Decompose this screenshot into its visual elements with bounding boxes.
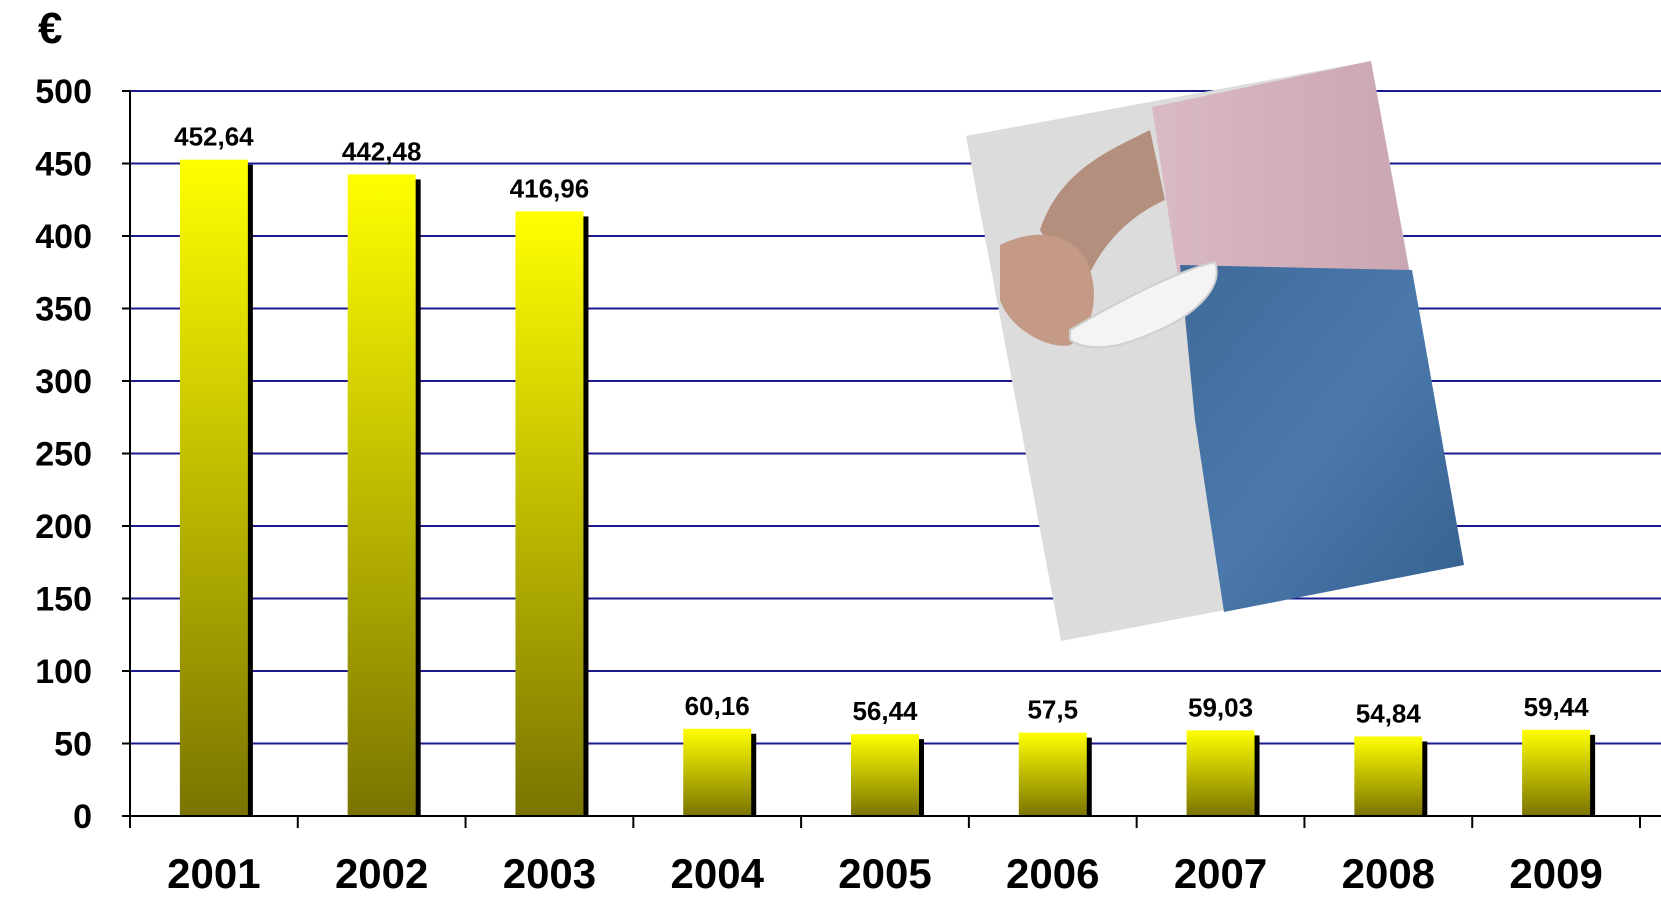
y-tick-label: 350 (35, 291, 92, 329)
data-label: 442,48 (342, 136, 422, 166)
bar-series (179, 159, 1596, 817)
y-tick-label: 450 (35, 146, 92, 184)
data-label: 60,16 (685, 691, 750, 721)
bar-2007 (1186, 730, 1255, 816)
y-tick-label: 200 (35, 508, 92, 546)
bar-2002 (347, 174, 416, 817)
data-label: 452,64 (174, 122, 254, 152)
y-tick-label: 150 (35, 581, 92, 619)
x-tick-label: 2003 (503, 850, 596, 897)
x-tick-label: 2006 (1006, 850, 1099, 897)
data-label: 57,5 (1027, 695, 1078, 725)
y-tick-label: 0 (73, 798, 92, 836)
x-tick-label: 2009 (1509, 850, 1602, 897)
y-tick-label: 250 (35, 436, 92, 474)
y-tick-labels: 0 50 100 150 200 250 300 350 400 450 500 (35, 73, 92, 836)
bar-2009 (1522, 729, 1591, 816)
bar-2005 (851, 734, 919, 816)
bar-2001 (179, 159, 248, 816)
x-tick-label: 2002 (335, 850, 428, 897)
x-tick-label: 2005 (838, 850, 931, 897)
bar-2006 (1018, 732, 1087, 816)
y-tick-label: 500 (35, 73, 92, 111)
y-tick-label: 50 (54, 726, 92, 764)
data-label: 59,44 (1524, 692, 1590, 722)
data-labels: 452,64 442,48 416,96 60,16 56,44 57,5 59,03 54,… (174, 122, 1589, 729)
data-label: 54,84 (1356, 698, 1422, 728)
x-tick-label: 2008 (1342, 850, 1435, 897)
x-tick-label: 2004 (671, 850, 765, 897)
y-tick-label: 100 (35, 653, 92, 691)
bar-2004 (683, 728, 752, 816)
bar-2008 (1354, 736, 1423, 816)
data-label: 416,96 (510, 173, 590, 203)
x-tick-label: 2007 (1174, 850, 1267, 897)
data-label: 59,03 (1188, 692, 1253, 722)
y-axis-unit: € (38, 4, 63, 53)
data-label: 56,44 (852, 696, 918, 726)
x-tick-labels: 2001 2002 2003 2004 2005 2006 2007 2008 2009 (167, 850, 1603, 897)
axes (122, 90, 1661, 828)
inset-photo-empty-pocket (966, 61, 1464, 641)
y-tick-label: 400 (35, 218, 92, 256)
bar-2003 (515, 211, 584, 816)
y-tick-label: 300 (35, 363, 92, 401)
x-tick-label: 2001 (167, 850, 260, 897)
